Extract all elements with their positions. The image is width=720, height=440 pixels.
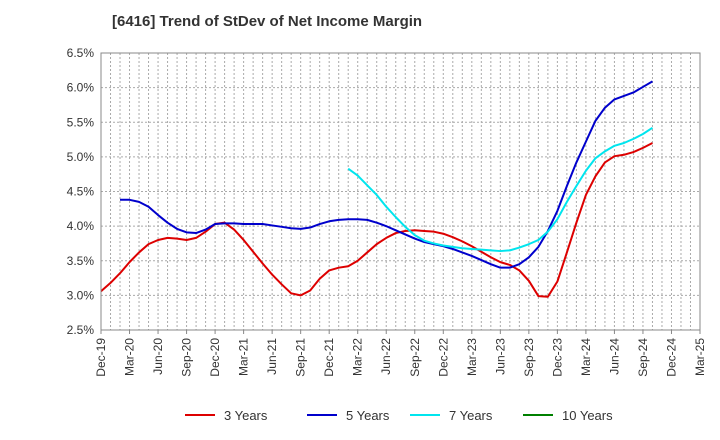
x-tick-label: Mar-21	[237, 338, 251, 376]
chart-title: [6416] Trend of StDev of Net Income Marg…	[112, 13, 422, 30]
y-tick-label: 4.0%	[67, 219, 95, 233]
x-tick-label: Dec-22	[436, 338, 450, 377]
x-tick-label: Sep-21	[294, 338, 308, 377]
y-tick-label: 5.0%	[67, 150, 95, 164]
x-tick-label: Sep-22	[408, 338, 422, 377]
y-tick-label: 4.5%	[67, 185, 95, 199]
x-tick-label: Mar-23	[465, 338, 479, 376]
x-tick-label: Sep-23	[522, 338, 536, 377]
series-line-3-years	[100, 142, 653, 298]
x-tick-label: Jun-21	[265, 338, 279, 375]
x-tick-label: Dec-23	[550, 338, 564, 377]
x-tick-label: Dec-21	[322, 338, 336, 377]
series-line-7-years	[347, 126, 654, 253]
x-tick-label: Dec-20	[208, 338, 222, 377]
grid	[101, 53, 700, 330]
x-tick-label: Jun-24	[607, 338, 621, 375]
series-line-5-years	[120, 80, 653, 269]
legend-label: 7 Years	[449, 408, 493, 423]
plot-area-frame	[100, 52, 701, 331]
y-axis: 2.5% 3.0% 3.5% 4.0% 4.5% 5.0% 5.5% 6.0% 6.5%	[67, 46, 95, 337]
x-tick-label: Sep-20	[180, 338, 194, 377]
x-tick-label: Jun-20	[151, 338, 165, 375]
legend: 3 Years 5 Years 7 Years 10 Years	[185, 408, 613, 423]
y-tick-label: 6.5%	[67, 46, 95, 60]
legend-label: 3 Years	[224, 408, 268, 423]
x-tick-label: Dec-24	[664, 338, 678, 377]
legend-label: 5 Years	[346, 408, 390, 423]
series-lines	[100, 80, 654, 298]
x-tick-label: Jun-23	[493, 338, 507, 375]
y-tick-label: 3.5%	[67, 254, 95, 268]
x-tick-label: Sep-24	[636, 338, 650, 377]
x-tick-label: Dec-19	[94, 338, 108, 377]
y-tick-label: 2.5%	[67, 323, 95, 337]
y-tick-label: 6.0%	[67, 81, 95, 95]
y-tick-label: 3.0%	[67, 288, 95, 302]
legend-label: 10 Years	[562, 408, 613, 423]
x-tick-label: Mar-22	[351, 338, 365, 376]
x-tick-label: Mar-20	[123, 338, 137, 376]
x-tick-label: Mar-25	[693, 338, 707, 376]
y-tick-label: 5.5%	[67, 115, 95, 129]
x-tick-label: Mar-24	[579, 338, 593, 376]
x-axis: Dec-19 Mar-20 Jun-20 Sep-20 Dec-20 Mar-21 Jun-…	[94, 330, 707, 377]
x-tick-label: Jun-22	[379, 338, 393, 375]
